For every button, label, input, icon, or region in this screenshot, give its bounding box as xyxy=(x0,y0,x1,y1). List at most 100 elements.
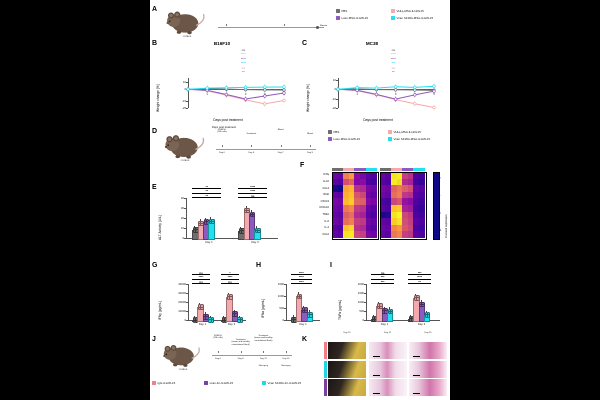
timeline-event-label-2: Treatment (tumor and healthy contralater… xyxy=(254,335,273,342)
significance-line xyxy=(192,278,211,280)
y-tick-4 xyxy=(184,198,186,199)
significance-label: ns xyxy=(380,270,385,275)
heatmap-cell xyxy=(337,224,344,232)
heatmap-cell xyxy=(385,218,391,225)
column-group-bar xyxy=(379,168,391,171)
timeline-event-label-0: B16F10 (1M cells) xyxy=(217,129,227,134)
heatmap-cell xyxy=(343,178,349,186)
panel-b-title: B16F10 xyxy=(213,41,231,46)
legend-mid: PBS VHH₁-MSA-IL12/IL15 Lcan-MSA-IL12/IL15 V… xyxy=(328,130,452,141)
heatmap-cell xyxy=(402,198,408,205)
heatmap-cell xyxy=(379,178,386,186)
y-tick-3 xyxy=(186,293,188,294)
colorbar-tick-3: -1 xyxy=(439,229,442,233)
heatmap-cell xyxy=(365,218,372,225)
heatmap-cell xyxy=(348,205,355,212)
legend-label: Lcan-MSA-IL12/IL15 xyxy=(341,15,369,20)
significance-row-0: ns xyxy=(241,48,246,52)
legend-item-0: PBS xyxy=(336,9,385,13)
colorbar-tick-1: 1 xyxy=(439,194,441,198)
colorbar-tick-2: 0 xyxy=(439,211,441,215)
y-tick-2 xyxy=(364,302,366,303)
heatmap-cell xyxy=(332,224,338,232)
significance-row-1: **** xyxy=(390,52,396,57)
significance-label: *** xyxy=(417,270,422,275)
heatmap-cell xyxy=(379,224,386,232)
y-tick-3 xyxy=(364,293,366,294)
panel-letter-b: B xyxy=(152,40,158,47)
heatmap-cell xyxy=(396,185,403,192)
category-label-0: Day 1 xyxy=(205,240,213,244)
category-label-0: Day 1 xyxy=(299,322,307,326)
heatmap-cell xyxy=(413,185,419,192)
heatmap-cell xyxy=(343,191,349,199)
heatmap-cell xyxy=(402,231,408,238)
y-tick-3 xyxy=(336,108,338,109)
heatmap-cell xyxy=(419,224,425,232)
data-point xyxy=(246,209,251,214)
significance-line xyxy=(371,283,395,284)
legend-swatch xyxy=(152,381,156,385)
heatmap-cell xyxy=(413,205,419,212)
heatmap-cell xyxy=(337,211,344,219)
heatmap-cell xyxy=(407,224,414,232)
tumor-photo xyxy=(328,379,366,396)
panel-letter-j: J xyxy=(152,336,156,343)
figure-canvas: A C57BL/6 Monitor PBS VHH₁-MSA-IL12/IL15 L… xyxy=(150,0,450,400)
heatmap-cell xyxy=(360,218,366,225)
heatmap-cell xyxy=(385,172,391,179)
timeline-day-label-2: Day 7 xyxy=(277,152,284,154)
y-tick-0 xyxy=(184,238,186,239)
histology-image xyxy=(409,360,447,378)
heatmap-cell xyxy=(379,172,386,179)
legend-swatch xyxy=(328,130,332,134)
panel-letter-d: D xyxy=(152,128,158,135)
y-tick-label-2: 20 xyxy=(180,216,184,220)
heatmap-cell xyxy=(379,191,386,199)
heatmap-cell xyxy=(371,205,377,212)
heatmap-cell xyxy=(365,205,372,212)
heatmap-cell xyxy=(365,224,372,232)
heatmap-row-label-1: IL-10 xyxy=(323,180,329,183)
y-tick-4 xyxy=(364,284,366,285)
significance-line xyxy=(238,192,267,194)
heatmap-cell xyxy=(385,178,391,186)
significance-row-0: ns xyxy=(391,48,396,52)
heatmap-cell xyxy=(371,191,377,199)
column-group-bar xyxy=(391,168,403,171)
y-tick-label-1: 0 xyxy=(184,87,186,92)
data-point xyxy=(234,313,238,317)
legend-item-2: Lcan-MSA-IL12/IL15 xyxy=(336,15,385,20)
significance-label: ** xyxy=(418,280,421,284)
panel-letter-c: C xyxy=(302,40,308,47)
heatmap-cell xyxy=(419,191,425,199)
panel-letter-k: K xyxy=(302,336,308,343)
data-point xyxy=(200,306,204,311)
timeline-day-label-3: Day 15 xyxy=(282,358,290,360)
y-tick-1 xyxy=(184,228,186,229)
heatmap-cell xyxy=(365,211,372,219)
heatmap-block-day3 xyxy=(379,172,427,240)
colorbar-tick-0: 2 xyxy=(439,176,441,180)
heatmap-cell xyxy=(391,178,397,186)
heatmap-cell xyxy=(332,178,338,186)
legend-label: IgG-IL12/IL15 xyxy=(157,381,176,385)
panel-k-column-header-0: Day 15 xyxy=(343,332,351,334)
y-tick-label-2: 1000 xyxy=(357,300,364,304)
y-tick-2 xyxy=(184,218,186,219)
x-tick-label-1: 1 xyxy=(206,91,208,96)
significance-row-3: *** xyxy=(391,61,396,66)
heatmap-row-label-8: IL-4 xyxy=(324,226,329,230)
x-axis xyxy=(188,89,284,90)
histology-image xyxy=(409,342,447,359)
heatmap-cell xyxy=(371,178,377,186)
mouse-illustration-a xyxy=(164,8,208,38)
y-tick-0 xyxy=(336,79,338,81)
heatmap-cell xyxy=(391,198,397,205)
heatmap-cell xyxy=(371,198,377,205)
heatmap-cell xyxy=(354,185,360,192)
y-tick-label-1: 500 xyxy=(279,306,284,310)
heatmap-cell xyxy=(332,218,338,225)
y-tick-label-0: 0 xyxy=(184,318,186,322)
histology-image xyxy=(368,379,407,396)
